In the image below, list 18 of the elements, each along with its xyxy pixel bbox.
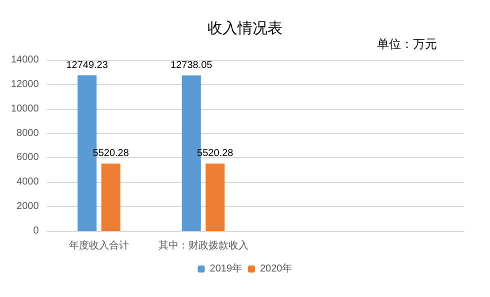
y-tick-label: 0 (33, 226, 40, 236)
y-tick-label: 12000 (10, 78, 40, 90)
data-label: 12738.05 (170, 60, 213, 71)
x-tick-label: 其中：财政拨款收入 (158, 240, 248, 252)
legend-label: 2019年 (210, 262, 242, 274)
data-label: 12749.23 (66, 60, 108, 71)
legend-label: 2020年 (260, 262, 292, 274)
bar (206, 164, 225, 231)
text: 单位：万元 (377, 37, 437, 51)
x-tick-label: 年度收入合计 (68, 240, 129, 252)
y-tick-label: 10000 (10, 103, 40, 114)
y-tick-label: 8000 (16, 128, 40, 139)
y-tick-label: 6000 (16, 152, 40, 164)
y-tick-label: 4000 (16, 176, 40, 188)
bar (101, 164, 120, 231)
y-tick-label: 14000 (10, 54, 40, 66)
chart-title: 收入情况表 (208, 20, 282, 37)
y-tick-label: 2000 (16, 201, 40, 212)
